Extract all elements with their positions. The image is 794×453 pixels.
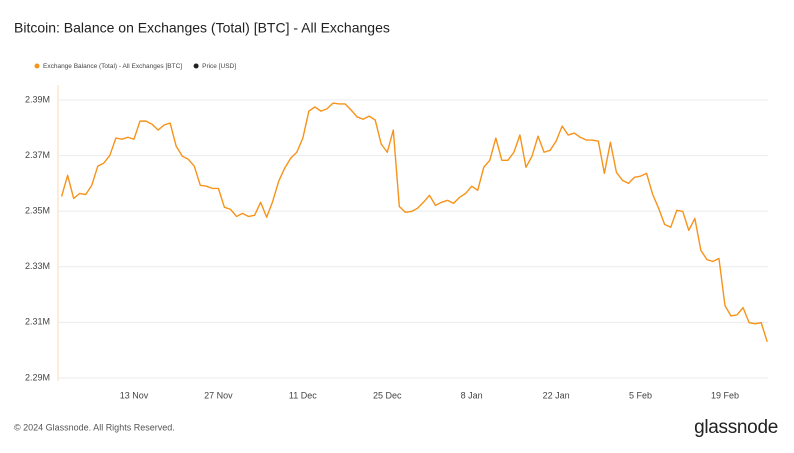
x-tick-label: 8 Jan (461, 390, 483, 400)
footer: © 2024 Glassnode. All Rights Reserved. (14, 422, 175, 432)
y-tick-label: 2.35M (25, 206, 50, 216)
y-tick-label: 2.39M (25, 94, 50, 104)
x-tick-label: 19 Feb (711, 390, 739, 400)
legend-marker (193, 63, 199, 69)
x-tick-label: 27 Nov (204, 390, 233, 400)
chart-title: Bitcoin: Balance on Exchanges (Total) [B… (14, 20, 390, 36)
y-tick-label: 2.31M (25, 317, 50, 327)
brand-logo: glassnode (694, 417, 778, 438)
x-tick-label: 25 Dec (373, 390, 402, 400)
y-tick-label: 2.37M (25, 150, 50, 160)
y-tick-label: 2.29M (25, 372, 50, 382)
legend-label: Price [USD] (202, 63, 236, 70)
x-tick-label: 11 Dec (289, 390, 317, 400)
y-tick-label: 2.33M (25, 261, 50, 271)
series-line (60, 102, 768, 343)
x-tick-label: 5 Feb (629, 390, 652, 400)
x-tick-label: 22 Jan (543, 390, 570, 400)
legend-label: Exchange Balance (Total) - All Exchanges… (43, 63, 182, 70)
legend-marker (34, 63, 40, 69)
x-tick-label: 13 Nov (120, 390, 149, 400)
